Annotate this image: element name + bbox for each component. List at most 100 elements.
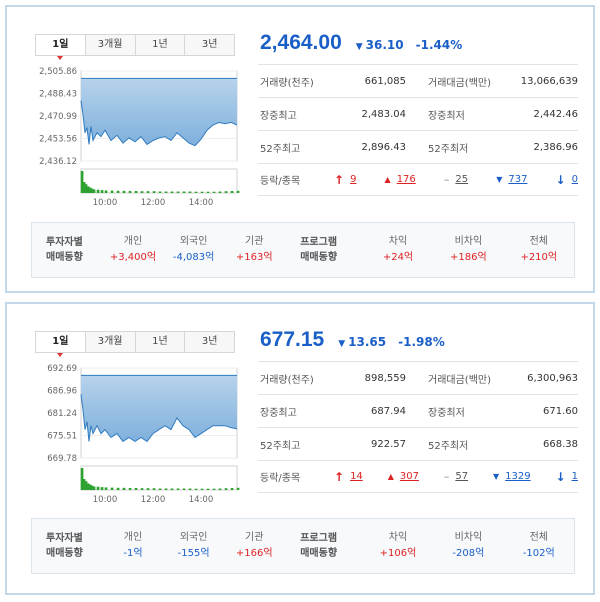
volume-bar [104, 190, 108, 193]
updown-counts: ↑ 9 ▲ 176 –25 ▼ 737 ↓ 0 [328, 173, 578, 187]
tab-3m[interactable]: 3개월 [84, 332, 135, 352]
volume-bar [206, 191, 210, 193]
lower-limit-count[interactable]: 0 [571, 174, 578, 185]
lower-limit[interactable]: ↓ 0 [556, 173, 578, 187]
flow-institution: 기관 +166억 [224, 530, 285, 562]
amount-label: 거래대금(백만) [428, 374, 492, 386]
volume-bar [122, 487, 126, 490]
volume-bar [90, 485, 94, 490]
updown-label: 등락/종목 [260, 473, 301, 484]
period-tabs: 1일 3개월 1년 3년 [35, 34, 235, 60]
volume-bar [194, 488, 198, 490]
volume-bar [176, 191, 180, 193]
volume-bar [158, 488, 162, 490]
volume-bar [200, 488, 204, 490]
arbitrage-value: +106억 [379, 548, 417, 559]
volume-bar [206, 488, 210, 490]
rise-count[interactable]: 176 [396, 174, 416, 185]
total-label: 전체 [529, 532, 548, 543]
upper-limit-count[interactable]: 9 [350, 174, 357, 185]
flow-foreign: 외국인 -4,083억 [163, 234, 224, 266]
up-triangle-icon: ▲ [387, 472, 394, 481]
rise-count[interactable]: 307 [399, 471, 419, 482]
y-tick-label: 2,436.12 [39, 157, 77, 167]
tab-1d[interactable]: 1일 [36, 35, 85, 60]
program-heading-line2: 매매동향 [300, 548, 338, 559]
program-heading-line2: 매매동향 [300, 252, 338, 263]
upper-limit[interactable]: ↑ 9 [334, 173, 356, 187]
institution-value: +163억 [235, 252, 273, 263]
rise[interactable]: ▲ 176 [385, 174, 416, 185]
volume-label: 거래량(천주) [260, 77, 314, 89]
tab-1y[interactable]: 1년 [134, 332, 185, 352]
volume-bar [230, 488, 234, 490]
volume-bar [230, 191, 234, 193]
y-tick-label: 675.51 [47, 431, 77, 441]
down-triangle-icon: ▼ [493, 472, 500, 481]
volume-bar [134, 191, 138, 193]
fall-count[interactable]: 737 [508, 174, 528, 185]
y-tick-label: 2,470.99 [39, 112, 77, 122]
fall-count[interactable]: 1329 [505, 471, 531, 482]
intraday-chart-svg: 692.69 686.96 681.24 675.51 669.78 10:00 12:00… [47, 364, 240, 505]
rise[interactable]: ▲ 307 [388, 471, 419, 482]
volume-bar [88, 187, 92, 193]
tab-3y[interactable]: 3년 [184, 332, 234, 352]
tab-1d[interactable]: 1일 [36, 332, 85, 357]
volume-bar [116, 190, 120, 193]
volume-bar [100, 487, 104, 490]
investor-heading: 투자자별 매매동향 [32, 235, 103, 265]
unchanged-count[interactable]: 25 [455, 174, 469, 185]
price-line [80, 100, 238, 147]
y-tick-label: 686.96 [47, 387, 77, 397]
unchanged[interactable]: –25 [444, 173, 468, 186]
index-panel-kospi: 1일 3개월 1년 3년 2,505.86 2,488.43 2,470.99 2,4… [5, 5, 595, 293]
volume-bar [224, 191, 228, 193]
volume-bar [236, 487, 240, 490]
high-label: 장중최고 [260, 110, 297, 122]
updown-label: 등락/종목 [260, 176, 301, 187]
price-area [81, 375, 237, 442]
down-triangle-icon: ▼ [355, 42, 363, 52]
y-tick-label: 681.24 [47, 409, 77, 419]
institution-label: 기관 [245, 236, 264, 247]
price-change-value: 36.10 [365, 38, 404, 52]
price-change-value: 13.65 [348, 335, 387, 349]
volume-bar [82, 182, 86, 193]
price-header: 2,464.00 ▼ 36.10 -1.44% [260, 31, 462, 61]
fall[interactable]: ▼ 1329 [493, 471, 531, 482]
volume-bar [86, 186, 90, 193]
individual-label: 개인 [123, 236, 143, 247]
w52-low-label: 52주최저 [428, 143, 469, 155]
lower-limit-count[interactable]: 1 [571, 471, 578, 482]
intraday-chart: 692.69 686.96 681.24 675.51 669.78 10:00 12:00… [25, 360, 240, 510]
w52-low-value: 668.38 [543, 438, 578, 450]
tab-1y[interactable]: 1년 [134, 35, 185, 55]
nonarbitrage-value: +186억 [450, 252, 487, 263]
tab-3m[interactable]: 3개월 [84, 35, 135, 55]
lower-limit[interactable]: ↓ 1 [556, 470, 578, 484]
unchanged-count[interactable]: 57 [455, 471, 469, 482]
stats-row-volume: 거래량(천주) 898,559 거래대금(백만) 6,300,963 [258, 361, 578, 394]
flow-foreign: 외국인 -155억 [163, 530, 224, 562]
upper-limit[interactable]: ↑ 14 [334, 470, 363, 484]
upper-limit-arrow-icon: ↑ [334, 469, 345, 484]
upper-limit-count[interactable]: 14 [350, 471, 363, 482]
x-tick-label: 14:00 [189, 198, 214, 208]
stats-row-52w: 52주최고 922.57 52주최저 668.38 [258, 427, 578, 460]
flow-total: 전체 -102억 [504, 530, 574, 562]
w52-high-value: 922.57 [371, 438, 406, 450]
arbitrage-label: 차익 [388, 532, 408, 543]
fall[interactable]: ▼ 737 [496, 174, 527, 185]
period-tabs: 1일 3개월 1년 3년 [35, 331, 235, 357]
volume-bar [176, 488, 180, 490]
total-label: 전체 [529, 236, 548, 247]
stats-row-intraday: 장중최고 687.94 장중최저 671.60 [258, 394, 578, 427]
unchanged[interactable]: –57 [444, 470, 468, 483]
volume-bar [128, 191, 132, 193]
flow-arbitrage: 차익 +106억 [363, 530, 433, 562]
volume-bar [84, 184, 88, 193]
low-label: 장중최저 [428, 110, 465, 122]
tab-3y[interactable]: 3년 [184, 35, 234, 55]
x-tick-label: 10:00 [93, 495, 118, 505]
